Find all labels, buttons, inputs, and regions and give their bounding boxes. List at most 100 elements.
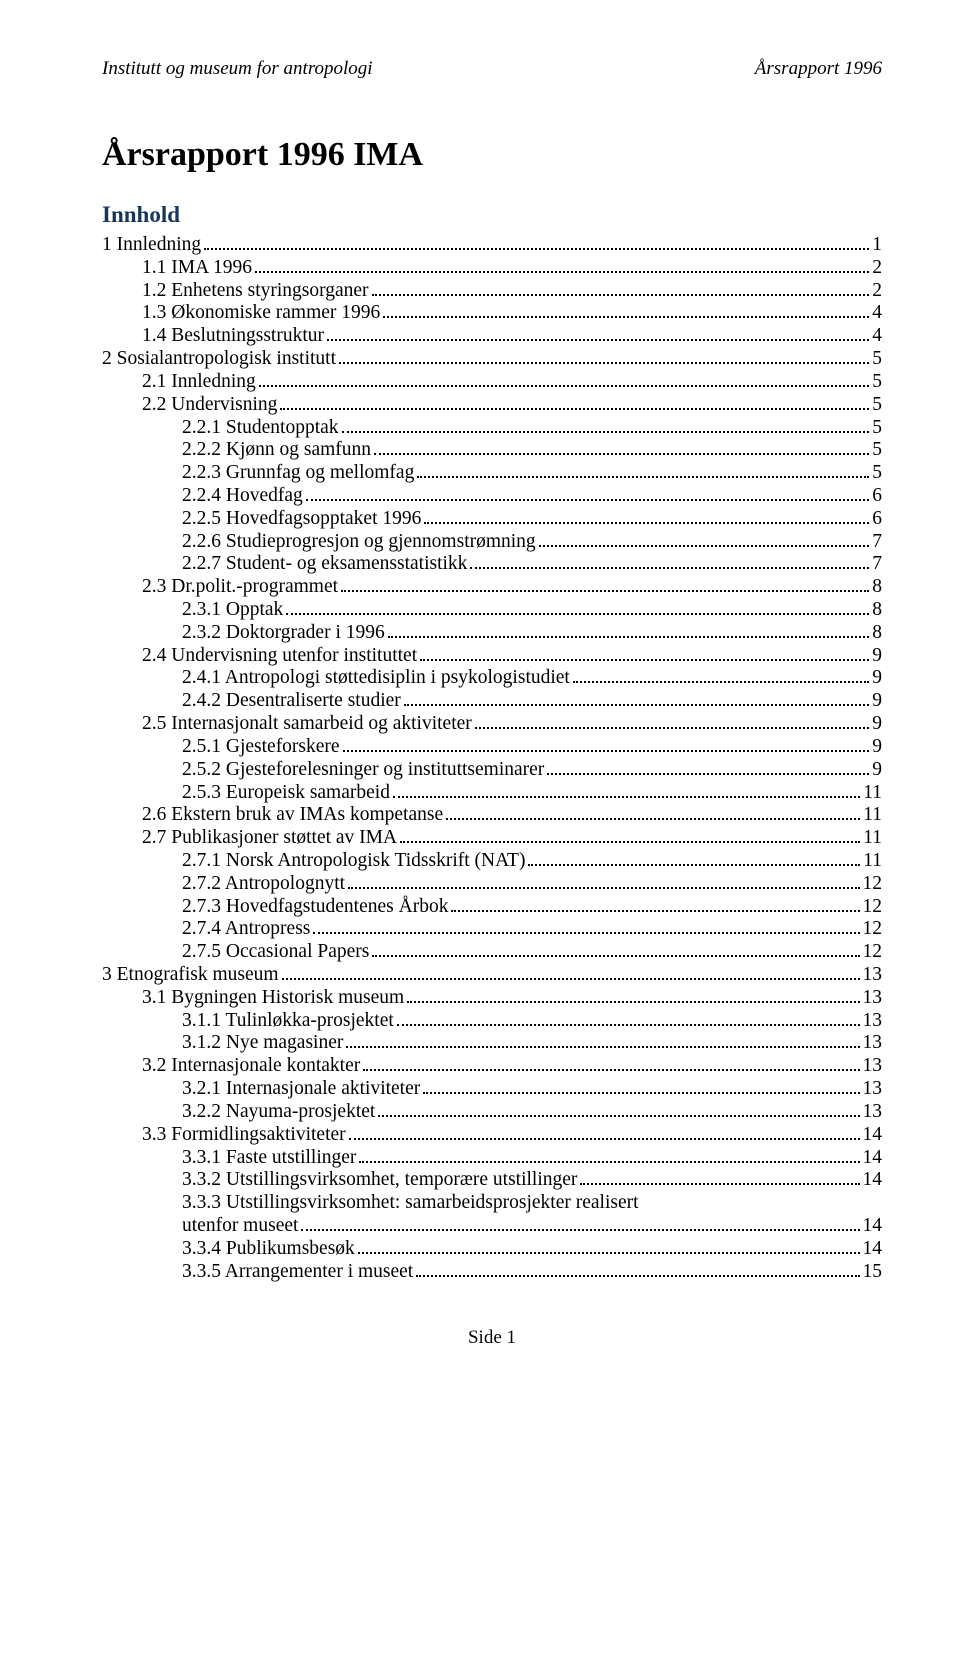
toc-leader-dots bbox=[306, 499, 869, 501]
toc-entry-page: 14 bbox=[863, 1215, 883, 1238]
toc-leader-dots bbox=[423, 1092, 859, 1094]
toc-entry-label: 3.3.2 Utstillingsvirksomhet, temporære u… bbox=[182, 1169, 577, 1192]
toc-entry[interactable]: 1 Innledning 1 bbox=[102, 234, 882, 257]
toc-entry-label: utenfor museet bbox=[182, 1215, 298, 1238]
toc-entry-page: 12 bbox=[863, 873, 883, 896]
toc-leader-dots bbox=[374, 453, 869, 455]
toc-entry[interactable]: 2.7.5 Occasional Papers 12 bbox=[102, 941, 882, 964]
toc-leader-dots bbox=[327, 339, 869, 341]
toc-entry[interactable]: 2.2 Undervisning 5 bbox=[102, 394, 882, 417]
toc-entry-label: 3.1 Bygningen Historisk museum bbox=[142, 987, 404, 1010]
toc-entry-page: 1 bbox=[872, 234, 882, 257]
toc-entry[interactable]: 2.3 Dr.polit.-programmet 8 bbox=[102, 576, 882, 599]
toc-entry-label: 3.3.1 Faste utstillinger bbox=[182, 1147, 356, 1170]
toc-entry-label: 3.1.2 Nye magasiner bbox=[182, 1032, 343, 1055]
toc-leader-dots bbox=[259, 385, 870, 387]
toc-entry[interactable]: 2.5.1 Gjesteforskere 9 bbox=[102, 736, 882, 759]
toc-entry[interactable]: 2.7.1 Norsk Antropologisk Tidsskrift (NA… bbox=[102, 850, 882, 873]
toc-entry[interactable]: 2.3.1 Opptak 8 bbox=[102, 599, 882, 622]
toc-entry[interactable]: 3.2.2 Nayuma-prosjektet 13 bbox=[102, 1101, 882, 1124]
toc-entry[interactable]: 2.1 Innledning 5 bbox=[102, 371, 882, 394]
toc-entry-label: 2 Sosialantropologisk institutt bbox=[102, 348, 336, 371]
toc-entry-label: 1.1 IMA 1996 bbox=[142, 257, 252, 280]
toc-entry[interactable]: 2.3.2 Doktorgrader i 1996 8 bbox=[102, 622, 882, 645]
toc-entry-label: 2.2.1 Studentopptak bbox=[182, 417, 339, 440]
toc-entry[interactable]: 2.7.2 Antropolognytt 12 bbox=[102, 873, 882, 896]
toc-entry-label: 2.2.5 Hovedfagsopptaket 1996 bbox=[182, 508, 421, 531]
toc-leader-dots bbox=[280, 408, 869, 410]
toc-entry-page: 2 bbox=[872, 257, 882, 280]
toc-leader-dots bbox=[424, 522, 869, 524]
toc-entry-page: 12 bbox=[863, 918, 883, 941]
toc-leader-dots bbox=[573, 681, 869, 683]
toc-entry-label: 2.2 Undervisning bbox=[142, 394, 277, 417]
toc-entry[interactable]: 2.4 Undervisning utenfor instituttet 9 bbox=[102, 645, 882, 668]
toc-entry-line1: 3.3.3 Utstillingsvirksomhet: samarbeidsp… bbox=[102, 1192, 882, 1215]
toc-entry-label: 2.4.1 Antropologi støttedisiplin i psyko… bbox=[182, 667, 570, 690]
toc-entry[interactable]: 3.3 Formidlingsaktiviteter 14 bbox=[102, 1124, 882, 1147]
page-footer: Side 1 bbox=[102, 1327, 882, 1349]
toc-leader-dots bbox=[282, 978, 860, 980]
toc-entry-page: 5 bbox=[872, 439, 882, 462]
toc-entry[interactable]: 3.3.5 Arrangementer i museet 15 bbox=[102, 1261, 882, 1284]
toc-entry-label: 2.7.4 Antropress bbox=[182, 918, 310, 941]
toc-entry[interactable]: utenfor museet 14 bbox=[102, 1215, 882, 1238]
toc-entry[interactable]: 1.1 IMA 1996 2 bbox=[102, 257, 882, 280]
toc-entry[interactable]: 1.3 Økonomiske rammer 1996 4 bbox=[102, 302, 882, 325]
toc-entry[interactable]: 2.5.3 Europeisk samarbeid 11 bbox=[102, 782, 882, 805]
toc-entry[interactable]: 2.6 Ekstern bruk av IMAs kompetanse 11 bbox=[102, 804, 882, 827]
toc-entry-page: 14 bbox=[863, 1147, 883, 1170]
toc-entry[interactable]: 2.2.1 Studentopptak 5 bbox=[102, 417, 882, 440]
toc-entry[interactable]: 2.4.1 Antropologi støttedisiplin i psyko… bbox=[102, 667, 882, 690]
toc-entry[interactable]: 2.2.6 Studieprogresjon og gjennomstrømni… bbox=[102, 531, 882, 554]
toc-entry[interactable]: 3.3.2 Utstillingsvirksomhet, temporære u… bbox=[102, 1169, 882, 1192]
toc-entry[interactable]: 2.2.4 Hovedfag 6 bbox=[102, 485, 882, 508]
toc-entry-label: 2.5.3 Europeisk samarbeid bbox=[182, 782, 390, 805]
toc-entry[interactable]: 2.7.3 Hovedfagstudentenes Årbok 12 bbox=[102, 896, 882, 919]
toc-entry[interactable]: 3.3.1 Faste utstillinger 14 bbox=[102, 1147, 882, 1170]
toc-leader-dots bbox=[407, 1001, 859, 1003]
toc-entry-label: 2.2.2 Kjønn og samfunn bbox=[182, 439, 371, 462]
toc-entry[interactable]: 3.3.4 Publikumsbesøk 14 bbox=[102, 1238, 882, 1261]
toc-leader-dots bbox=[539, 545, 870, 547]
toc-entry-label: 1 Innledning bbox=[102, 234, 201, 257]
toc-leader-dots bbox=[346, 1046, 859, 1048]
toc-entry[interactable]: 2.2.7 Student- og eksamensstatistikk 7 bbox=[102, 553, 882, 576]
toc-leader-dots bbox=[451, 910, 859, 912]
toc-entry-page: 8 bbox=[872, 576, 882, 599]
toc-entry-page: 13 bbox=[863, 1010, 883, 1033]
toc-entry[interactable]: 3.1 Bygningen Historisk museum 13 bbox=[102, 987, 882, 1010]
toc-entry-page: 15 bbox=[863, 1261, 883, 1284]
toc-entry[interactable]: 2.7 Publikasjoner støttet av IMA 11 bbox=[102, 827, 882, 850]
toc-entry[interactable]: 2.7.4 Antropress 12 bbox=[102, 918, 882, 941]
toc-entry[interactable]: 3.2 Internasjonale kontakter 13 bbox=[102, 1055, 882, 1078]
toc-entry[interactable]: 3.2.1 Internasjonale aktiviteter 13 bbox=[102, 1078, 882, 1101]
toc-entry[interactable]: 2.2.3 Grunnfag og mellomfag 5 bbox=[102, 462, 882, 485]
toc-entry-page: 13 bbox=[863, 1101, 883, 1124]
toc-entry-page: 7 bbox=[872, 553, 882, 576]
toc-entry[interactable]: 2.2.2 Kjønn og samfunn 5 bbox=[102, 439, 882, 462]
toc-entry[interactable]: 3.1.2 Nye magasiner 13 bbox=[102, 1032, 882, 1055]
toc-entry[interactable]: 3 Etnografisk museum 13 bbox=[102, 964, 882, 987]
toc-entry-label: 2.2.3 Grunnfag og mellomfag bbox=[182, 462, 414, 485]
toc-entry[interactable]: 2.5.2 Gjesteforelesninger og instituttse… bbox=[102, 759, 882, 782]
toc-entry-label: 2.7 Publikasjoner støttet av IMA bbox=[142, 827, 397, 850]
toc-entry[interactable]: 2.2.5 Hovedfagsopptaket 1996 6 bbox=[102, 508, 882, 531]
toc-entry[interactable]: 2.5 Internasjonalt samarbeid og aktivite… bbox=[102, 713, 882, 736]
toc-entry-page: 13 bbox=[863, 964, 883, 987]
toc-leader-dots bbox=[547, 773, 869, 775]
toc-entry[interactable]: 3.1.1 Tulinløkka-prosjektet 13 bbox=[102, 1010, 882, 1033]
toc-leader-dots bbox=[348, 887, 859, 889]
toc-entry-label: 3.2 Internasjonale kontakter bbox=[142, 1055, 360, 1078]
toc-entry-page: 13 bbox=[863, 1078, 883, 1101]
toc-leader-dots bbox=[342, 431, 870, 433]
toc-entry-page: 13 bbox=[863, 1032, 883, 1055]
toc-entry[interactable]: 1.4 Beslutningsstruktur 4 bbox=[102, 325, 882, 348]
toc-entry[interactable]: 2 Sosialantropologisk institutt 5 bbox=[102, 348, 882, 371]
toc-leader-dots bbox=[416, 1275, 859, 1277]
toc-entry-label: 1.3 Økonomiske rammer 1996 bbox=[142, 302, 380, 325]
toc-entry[interactable]: 1.2 Enhetens styringsorganer 2 bbox=[102, 280, 882, 303]
toc-entry-page: 13 bbox=[863, 987, 883, 1010]
toc-entry[interactable]: 2.4.2 Desentraliserte studier 9 bbox=[102, 690, 882, 713]
toc-entry-label: 3.3 Formidlingsaktiviteter bbox=[142, 1124, 346, 1147]
